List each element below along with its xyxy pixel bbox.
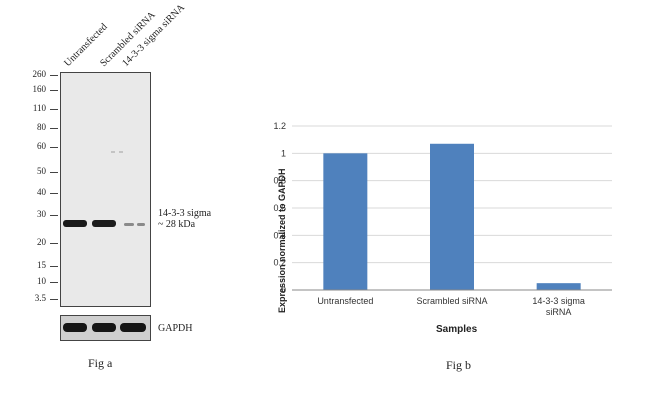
x-tick-label: Untransfected: [317, 296, 373, 306]
gapdh-membrane: [60, 315, 151, 341]
mw-marker-tick: [50, 90, 58, 91]
mw-marker-tick: [50, 128, 58, 129]
mw-marker-label: 30: [37, 209, 46, 219]
gapdh-band: [120, 323, 146, 332]
mw-marker-tick: [50, 282, 58, 283]
mw-marker-label: 40: [37, 187, 46, 197]
x-tick-label: 14-3-3 sigma: [532, 296, 585, 306]
y-tick-label: 0.2: [273, 258, 286, 268]
y-tick-label: 0.4: [273, 230, 286, 240]
gapdh-band: [63, 323, 87, 332]
y-tick-label: 1.2: [273, 121, 286, 131]
mw-marker-label: 110: [32, 103, 46, 113]
band-size: ~ 28 kDa: [158, 219, 196, 230]
bar: [323, 153, 368, 290]
y-tick-label: 0.6: [273, 203, 286, 213]
mw-marker-tick: [50, 147, 58, 148]
mw-marker-label: 80: [37, 122, 46, 132]
band-annotation: 14-3-3 sigma ~ 28 kDa: [158, 208, 211, 230]
mw-marker-tick: [50, 172, 58, 173]
y-axis-title: Expression normalized to GAPDH: [277, 168, 287, 313]
mw-marker-label: 160: [32, 84, 47, 94]
blot-band: [124, 223, 134, 226]
band-name: 14-3-3 sigma: [158, 208, 212, 219]
mw-marker-tick: [50, 75, 58, 76]
y-tick-label: 1: [281, 148, 286, 158]
mw-marker-tick: [50, 266, 58, 267]
mw-marker-tick: [50, 215, 58, 216]
gapdh-band: [92, 323, 116, 332]
blot-artifact: [111, 151, 115, 153]
blot-band: [92, 220, 116, 227]
x-axis-title: Samples: [436, 324, 478, 335]
x-tick-label: Scrambled siRNA: [416, 296, 487, 306]
fig-a-caption: Fig a: [88, 356, 113, 370]
bar: [536, 283, 581, 290]
mw-marker-label: 20: [37, 237, 46, 247]
mw-marker-label: 15: [37, 260, 46, 270]
mw-marker-tick: [50, 299, 58, 300]
blot-artifact: [119, 151, 123, 153]
blot-band: [63, 220, 87, 227]
fig-b-caption: Fig b: [446, 358, 472, 372]
mw-marker-label: 50: [37, 166, 46, 176]
y-tick-label: 0: [281, 285, 286, 295]
mw-marker-tick: [50, 243, 58, 244]
mw-marker-label: 260: [32, 69, 47, 79]
mw-marker-label: 10: [37, 276, 46, 286]
blot-membrane: [60, 72, 151, 307]
y-tick-label: 0.8: [273, 176, 286, 186]
bar: [430, 143, 474, 290]
mw-marker-label: 60: [37, 141, 46, 151]
gapdh-label: GAPDH: [158, 323, 193, 334]
mw-marker-tick: [50, 109, 58, 110]
mw-marker-tick: [50, 193, 58, 194]
blot-band: [137, 223, 145, 226]
mw-marker-label: 3.5: [34, 293, 46, 303]
chart-axes: 0 0.2 0.4 0.6 0.8 1 1.2 Untransfected Scrambled …: [273, 121, 612, 317]
chart-bars: [323, 143, 581, 290]
x-tick-label: siRNA: [546, 307, 572, 317]
